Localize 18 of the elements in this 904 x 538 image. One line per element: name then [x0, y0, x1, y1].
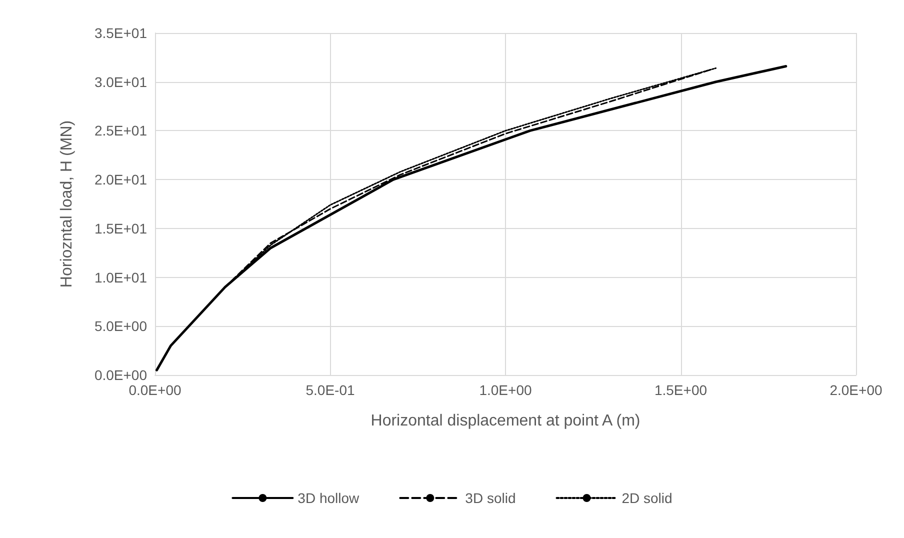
y-tick-label: 3.0E+01	[94, 74, 148, 90]
x-tick-label: 1.0E+00	[479, 382, 532, 398]
x-tick-label: 2.0E+00	[830, 382, 882, 398]
y-tick-label: 5.0E+00	[94, 318, 148, 334]
x-tick-label: 1.5E+00	[654, 382, 708, 398]
x-axis-title: Horizontal displacement at point A (m)	[370, 412, 640, 430]
y-tick-label: 1.0E+01	[94, 269, 148, 286]
y-tick-label: 2.0E+01	[94, 172, 148, 188]
y-tick-label: 2.5E+01	[94, 122, 148, 139]
legend-label: 3D hollow	[298, 490, 360, 506]
x-tick-label: 0.0E+00	[128, 382, 182, 398]
y-axis-title: Horiozntal load, H (MN)	[58, 120, 76, 288]
y-tick-label: 1.5E+01	[94, 220, 148, 236]
x-tick-label: 5.0E-01	[306, 382, 355, 398]
y-tick-label: 0.0E+00	[94, 367, 148, 383]
legend-label: 2D solid	[622, 490, 672, 506]
legend-label: 3D solid	[465, 490, 516, 506]
y-tick-label: 3.5E+01	[94, 25, 148, 41]
